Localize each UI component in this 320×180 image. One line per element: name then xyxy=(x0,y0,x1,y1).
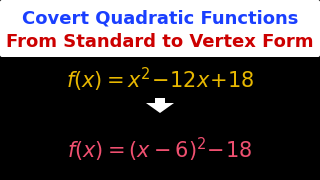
Text: $f(x)=(x-6)^2\!-\!18$: $f(x)=(x-6)^2\!-\!18$ xyxy=(68,136,252,164)
Text: $f(x)=x^2\!-\!12x\!+\!18$: $f(x)=x^2\!-\!12x\!+\!18$ xyxy=(66,66,254,94)
FancyBboxPatch shape xyxy=(0,0,320,57)
Text: From Standard to Vertex Form: From Standard to Vertex Form xyxy=(6,33,314,51)
Text: Covert Quadratic Functions: Covert Quadratic Functions xyxy=(22,9,298,27)
Polygon shape xyxy=(146,98,174,113)
